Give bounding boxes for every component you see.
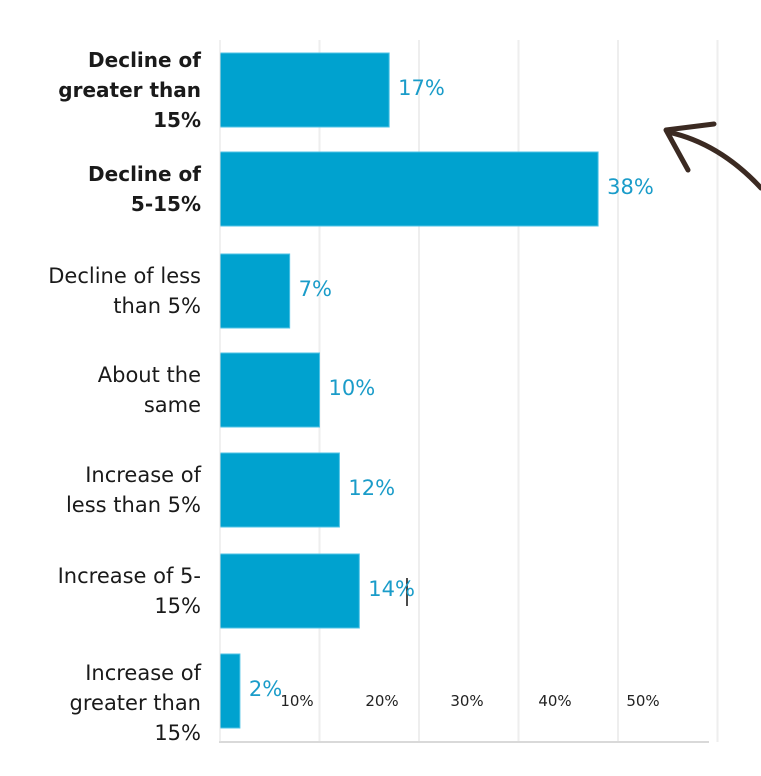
category-label-line: Increase of: [85, 661, 201, 685]
category-label-line: Decline of: [88, 162, 201, 186]
category-label-line: Decline of: [88, 48, 201, 72]
tick-label: 50%: [626, 692, 660, 710]
category-label: About the same: [1, 360, 201, 420]
grid-lines: [318, 40, 719, 742]
category-label-line: same: [143, 393, 201, 417]
category-label: Increase of less than 5%: [1, 460, 201, 520]
value-label: 12%: [348, 476, 396, 500]
tick-label: 10%: [280, 692, 314, 710]
category-label-line: greater than: [69, 691, 201, 715]
bar: [219, 151, 599, 227]
bar: [219, 653, 241, 729]
tick-label: 30%: [450, 692, 484, 710]
tick-label: 20%: [365, 692, 399, 710]
bars: [219, 52, 599, 729]
category-label: Increase of 5- 15%: [1, 561, 201, 621]
bar: [219, 452, 340, 528]
category-label-line: 15%: [153, 108, 201, 132]
annotation-arrow-icon: [663, 121, 761, 191]
value-label: 10%: [328, 376, 376, 400]
bar: [219, 253, 291, 329]
category-label-line: less than 5%: [65, 493, 201, 517]
bar: [219, 52, 390, 128]
category-label: Increase of greater than 15%: [1, 658, 201, 748]
category-label-line: 5-15%: [130, 192, 201, 216]
category-label-line: greater than: [58, 78, 201, 102]
bar: [219, 352, 320, 428]
category-label-line: 15%: [154, 594, 201, 618]
category-label-line: 15%: [154, 721, 201, 745]
category-label: Decline of less than 5%: [1, 261, 201, 321]
value-label: 7%: [298, 277, 332, 301]
value-label: 2%: [248, 677, 283, 701]
category-label: Decline of 5-15%: [1, 159, 201, 219]
tick-label: 40%: [538, 692, 572, 710]
value-label: 17%: [398, 76, 445, 100]
category-label-line: About the: [97, 363, 201, 387]
category-label-line: than 5%: [113, 294, 201, 318]
category-label-line: Decline of less: [48, 264, 201, 288]
category-label-line: Increase of: [85, 463, 201, 487]
value-label: 14%: [368, 577, 415, 601]
value-label: 38%: [607, 175, 654, 199]
bar: [219, 553, 360, 629]
category-label: Decline of greater than 15%: [1, 45, 201, 135]
category-label-line: Increase of 5-: [57, 564, 201, 588]
